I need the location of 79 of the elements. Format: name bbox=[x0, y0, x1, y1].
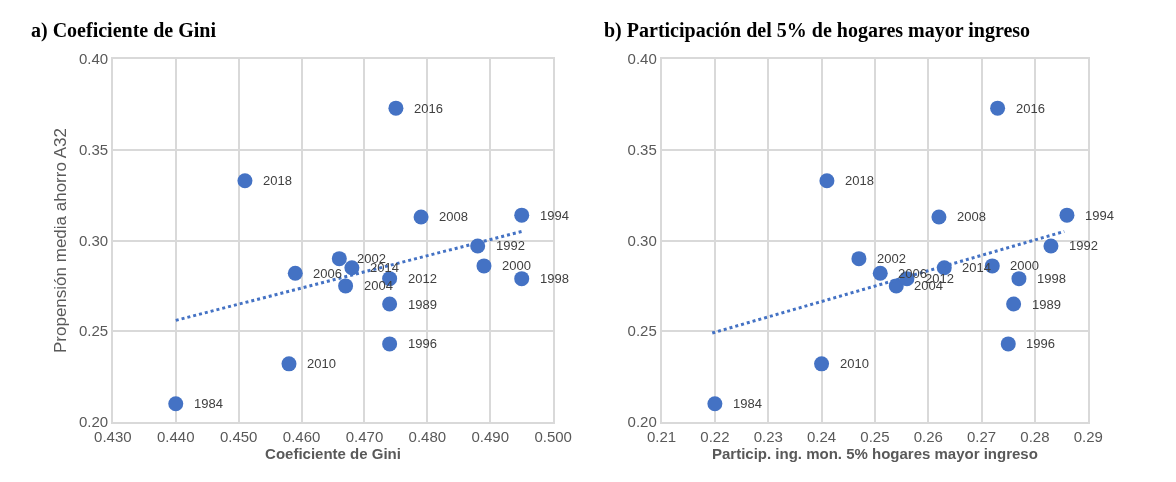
point bbox=[237, 173, 253, 189]
y-tick-label: 0.25 bbox=[627, 322, 657, 340]
y-tick-label: 0.40 bbox=[627, 50, 657, 68]
x-tick-label: 0.27 bbox=[967, 427, 997, 445]
point bbox=[382, 336, 398, 352]
x-tick-label: 0.26 bbox=[913, 427, 943, 445]
y-axis-title: Propensión media ahorro A32 bbox=[50, 128, 70, 353]
annotation: 2018 bbox=[263, 173, 292, 188]
annotation: 1989 bbox=[1032, 297, 1061, 312]
x-axis-title: Coeficiente de Gini bbox=[265, 444, 401, 462]
x-tick-label: 0.500 bbox=[534, 427, 572, 445]
point bbox=[514, 271, 530, 287]
x-tick-label: 0.470 bbox=[345, 427, 384, 445]
point bbox=[382, 296, 398, 312]
annotation: 1998 bbox=[540, 271, 569, 286]
x-tick-label: 0.29 bbox=[1073, 427, 1103, 445]
x-tick-label: 0.22 bbox=[700, 427, 730, 445]
point bbox=[707, 396, 723, 412]
point bbox=[168, 396, 184, 412]
x-tick-label: 0.450 bbox=[219, 427, 258, 445]
point bbox=[1043, 238, 1059, 254]
point bbox=[1011, 271, 1027, 287]
x-tick-label: 0.480 bbox=[408, 427, 447, 445]
x-tick-label: 0.440 bbox=[156, 427, 195, 445]
x-tick-label: 0.460 bbox=[282, 427, 321, 445]
x-tick-label: 0.24 bbox=[806, 427, 837, 445]
point bbox=[851, 251, 867, 267]
point bbox=[281, 356, 297, 372]
point bbox=[1059, 207, 1075, 223]
y-tick-label: 0.30 bbox=[627, 231, 657, 249]
point bbox=[287, 265, 303, 281]
point bbox=[990, 100, 1006, 116]
x-tick-label: 0.28 bbox=[1020, 427, 1050, 445]
chart-title: a) Coeficiente de Gini bbox=[31, 19, 217, 42]
annotation: 2008 bbox=[439, 209, 468, 224]
annotation: 1984 bbox=[194, 396, 223, 411]
annotation: 1989 bbox=[408, 297, 437, 312]
x-tick-label: 0.23 bbox=[753, 427, 783, 445]
annotation: 2000 bbox=[502, 258, 531, 273]
annotation: 2016 bbox=[1016, 101, 1045, 116]
chart-title: b) Participación del 5% de hogares mayor ingreso bbox=[604, 19, 1031, 42]
annotation: 2010 bbox=[307, 356, 336, 371]
point bbox=[1006, 296, 1022, 312]
annotation: 1996 bbox=[408, 336, 437, 351]
point bbox=[331, 251, 347, 267]
x-tick-label: 0.490 bbox=[471, 427, 510, 445]
annotation: 2016 bbox=[414, 101, 443, 116]
point bbox=[1000, 336, 1016, 352]
annotation: 1992 bbox=[496, 238, 525, 253]
annotation: 2008 bbox=[957, 209, 986, 224]
y-tick-label: 0.25 bbox=[78, 322, 109, 340]
x-tick-label: 0.25 bbox=[860, 427, 890, 445]
point bbox=[476, 258, 492, 274]
point bbox=[338, 278, 354, 294]
point bbox=[514, 207, 530, 223]
annotation: 1994 bbox=[540, 208, 569, 223]
point bbox=[413, 209, 429, 225]
annotation: 1992 bbox=[1069, 238, 1098, 253]
annotation: 2010 bbox=[840, 356, 869, 371]
annotation: 1994 bbox=[1085, 208, 1114, 223]
annotation: 2004 bbox=[364, 278, 393, 293]
x-axis-title: Particip. ing. mon. 5% hogares mayor ingreso bbox=[711, 444, 1038, 462]
annotation: 1984 bbox=[733, 396, 762, 411]
point bbox=[814, 356, 830, 372]
annotation: 2012 bbox=[408, 271, 437, 286]
point bbox=[388, 100, 404, 116]
annotation: 1996 bbox=[1026, 336, 1055, 351]
annotation: 2018 bbox=[845, 173, 874, 188]
annotation: 2000 bbox=[1010, 258, 1039, 273]
point bbox=[931, 209, 947, 225]
annotation: 2002 bbox=[877, 251, 906, 266]
point bbox=[872, 265, 888, 281]
y-tick-label: 0.40 bbox=[78, 50, 109, 68]
point bbox=[819, 173, 835, 189]
y-tick-label: 0.35 bbox=[78, 141, 109, 159]
annotation: 2006 bbox=[313, 266, 342, 281]
annotation: 1998 bbox=[1037, 271, 1066, 286]
y-tick-label: 0.30 bbox=[78, 231, 109, 249]
y-tick-label: 0.35 bbox=[627, 141, 657, 159]
